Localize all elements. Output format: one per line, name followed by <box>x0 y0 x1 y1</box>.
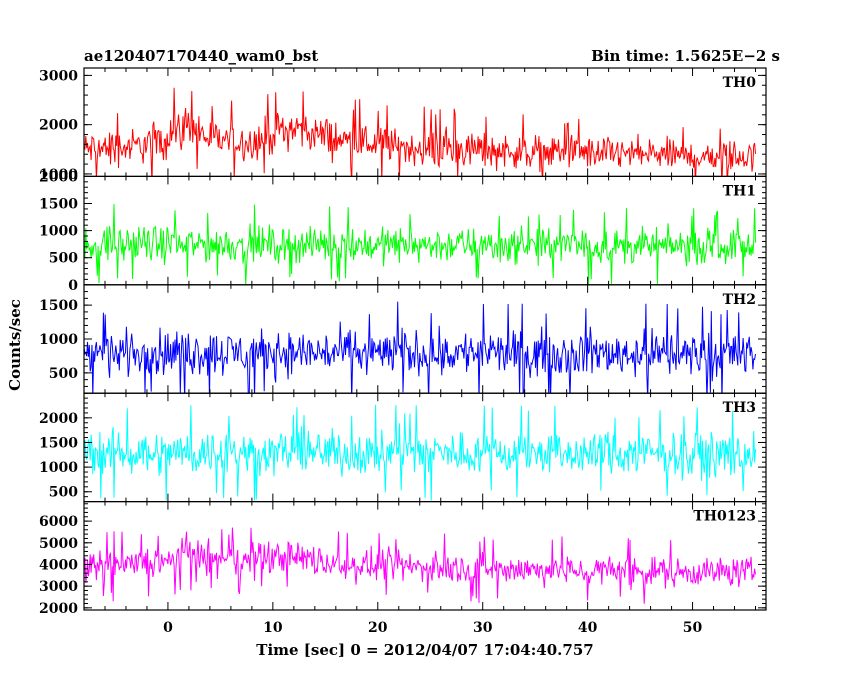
y-tick-label: 2000 <box>39 169 78 185</box>
y-tick-label: 2000 <box>39 601 78 617</box>
y-tick-label: 2000 <box>39 411 78 427</box>
y-tick-label: 5000 <box>39 536 78 552</box>
x-tick-labels: 0 10 20 30 40 50 <box>163 620 702 636</box>
panel-label-th0123: TH0123 <box>693 509 756 525</box>
y-tick-label: 1000 <box>39 460 78 476</box>
panel-label-th1: TH1 <box>723 183 756 199</box>
chart-title-left: ae120407170440_wam0_bst <box>84 47 318 65</box>
y-tick-label: 4000 <box>39 557 78 573</box>
y-tick-label: 1000 <box>39 167 78 183</box>
panel-frame-th1 <box>83 175 767 286</box>
x-tick-label: 0 <box>163 620 173 636</box>
y-tick-label: 500 <box>49 485 78 501</box>
x-tick-label: 50 <box>683 620 703 636</box>
x-tick-label: 10 <box>263 620 283 636</box>
y-tick-label: 3000 <box>39 579 78 595</box>
panel-label-th3: TH3 <box>723 400 756 416</box>
y-tick-label: 1000 <box>39 332 78 348</box>
series-line-th0123 <box>84 527 756 604</box>
series-line-th2 <box>84 301 756 394</box>
y-tick-label: 0 <box>68 278 78 294</box>
y-tick-label: 1500 <box>39 197 78 213</box>
y-tick-label: 3000 <box>39 68 78 84</box>
y-tick-label: 500 <box>49 366 78 382</box>
series-line-th3 <box>84 404 756 501</box>
series-line-th1 <box>84 204 756 285</box>
x-tick-label: 40 <box>578 620 598 636</box>
panel-label-th2: TH2 <box>723 292 756 308</box>
x-tick-label: 20 <box>368 620 388 636</box>
panel-frame-th0123 <box>83 501 767 611</box>
y-tick-label: 1500 <box>39 435 78 451</box>
y-tick-label: 1500 <box>39 298 78 314</box>
x-tick-label: 30 <box>473 620 493 636</box>
y-axis-title: Counts/sec <box>6 299 24 391</box>
y-tick-label: 1000 <box>39 224 78 240</box>
chart-title-right: Bin time: 1.5625E−2 s <box>591 47 780 65</box>
y-tick-label: 500 <box>49 251 78 267</box>
y-tick-label: 6000 <box>39 514 78 530</box>
x-axis-title: Time [sec] 0 = 2012/04/07 17:04:40.757 <box>256 641 593 659</box>
panel-label-th0: TH0 <box>723 75 757 91</box>
y-tick-label: 2000 <box>39 118 78 134</box>
series-line-th0 <box>84 87 756 177</box>
